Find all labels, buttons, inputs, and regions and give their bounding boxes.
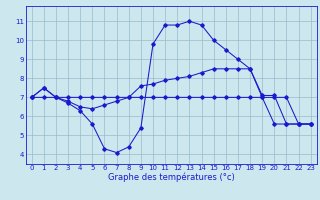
X-axis label: Graphe des températures (°c): Graphe des températures (°c) — [108, 173, 235, 182]
